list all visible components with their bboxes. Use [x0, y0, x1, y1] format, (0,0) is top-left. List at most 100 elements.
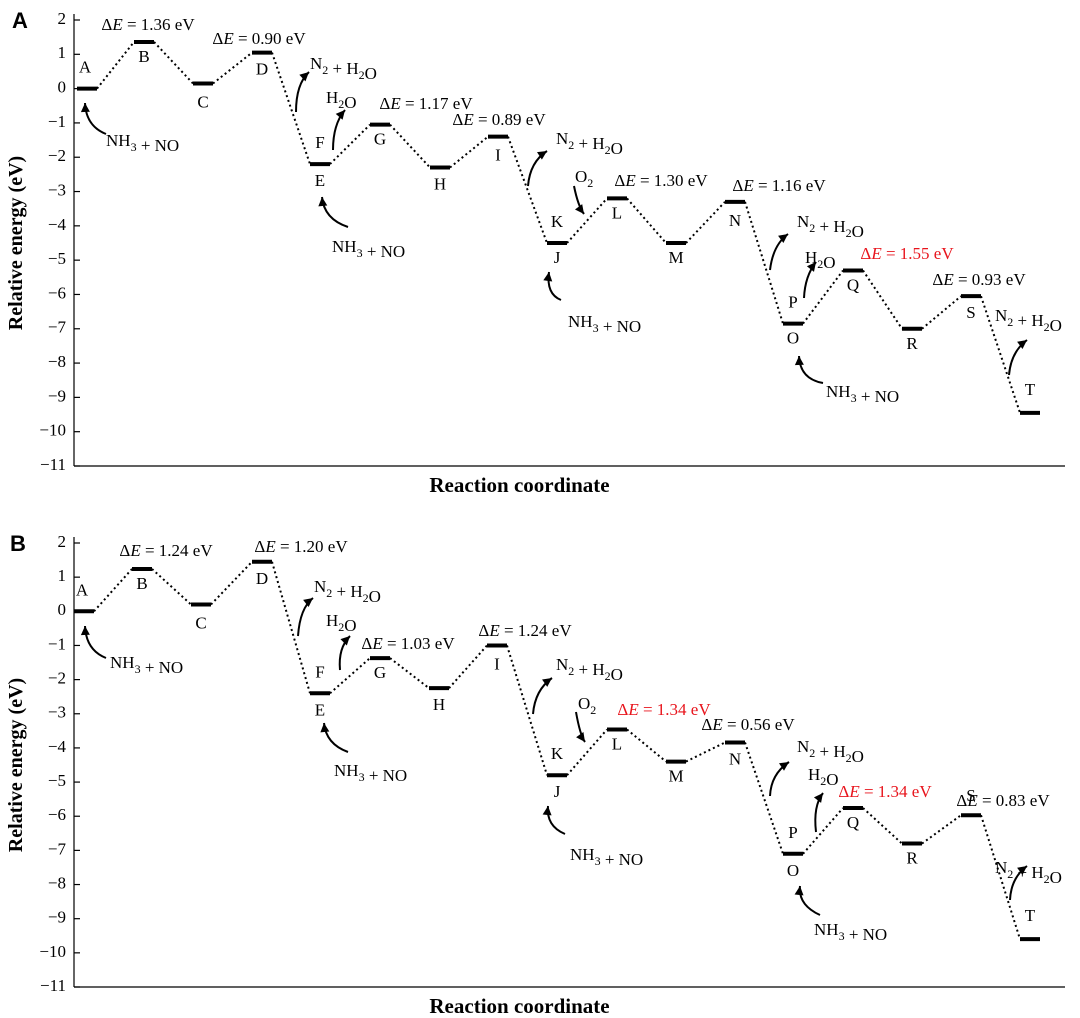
species-label: O2 [578, 694, 596, 717]
connector [626, 197, 667, 244]
arrowhead [794, 356, 804, 366]
state-label-T: T [1025, 906, 1036, 925]
delta-e-label: ΔE = 1.55 eV [860, 244, 954, 263]
connector [980, 295, 1021, 414]
species-label: H2O [326, 611, 357, 635]
delta-e-label: ΔE = 0.89 eV [452, 110, 546, 129]
connector [802, 807, 844, 855]
state-label-I: I [495, 146, 501, 165]
panel-B: B 2 1 0 −1 −2 −3 −4 −5 −6 −7 −8 −9 −10 −11 Relative ene… [5, 531, 1065, 1018]
connector [566, 197, 608, 244]
state-label-M: M [668, 767, 683, 786]
y-tick-label: −8 [48, 352, 66, 371]
arrowhead [80, 103, 90, 113]
species-label: N2 + H2O [797, 212, 864, 241]
species-label: N2 + H2O [310, 54, 377, 83]
arrowhead [536, 151, 547, 160]
delta-e-label: ΔE = 1.36 eV [101, 15, 195, 34]
y-tick-label: 0 [58, 600, 67, 619]
connector [507, 136, 548, 244]
panel-letter: B [10, 531, 26, 556]
curved-arrow [321, 196, 349, 228]
connector [151, 568, 192, 606]
arrowhead [320, 723, 330, 733]
state-label-E: E [315, 171, 325, 190]
arrowhead [778, 234, 788, 243]
arrowhead [303, 598, 313, 608]
species-label: NH3 + NO [826, 382, 899, 406]
arrowhead [813, 793, 823, 803]
y-tick-label: −5 [48, 771, 66, 790]
state-label-S: S [966, 786, 975, 805]
state-label-L: L [612, 203, 622, 222]
connector [566, 728, 608, 776]
y-tick-label: −6 [48, 805, 66, 824]
connector [685, 201, 726, 244]
y-tick-label: −8 [48, 873, 66, 892]
x-axis-title: Reaction coordinate [429, 994, 609, 1018]
connector [389, 123, 431, 169]
panel-A: A 2 1 0 −1 −2 −3 −4 −5 −6 −7 −8 −9 −10 −11 Relative ene… [5, 8, 1065, 497]
connector [96, 41, 135, 90]
delta-e-label: ΔE = 0.83 eV [956, 791, 1050, 810]
curved-arrow [84, 102, 107, 135]
state-label-G: G [374, 663, 386, 682]
y-axis-title: Relative energy (eV) [5, 156, 27, 330]
state-label-B: B [138, 47, 149, 66]
y-tick-label: −3 [48, 703, 66, 722]
state-label-D: D [256, 569, 268, 588]
state-label-A: A [76, 580, 89, 599]
connector [685, 741, 726, 763]
species-label: NH3 + NO [570, 845, 643, 869]
delta-e-label: ΔE = 1.03 eV [361, 634, 455, 653]
y-tick-label: −9 [48, 908, 66, 927]
species-label: N2 + H2O [556, 655, 623, 684]
species-label: N2 + H2O [556, 129, 623, 158]
curved-arrow [532, 677, 553, 715]
state-label-O: O [787, 861, 799, 880]
connector [389, 657, 430, 689]
species-label: NH3 + NO [332, 237, 405, 261]
delta-e-label: ΔE = 0.56 eV [701, 715, 795, 734]
connector [448, 644, 488, 689]
state-label-K: K [551, 744, 564, 763]
x-axis-title: Reaction coordinate [429, 473, 609, 497]
arrowhead [542, 678, 552, 687]
y-axis-title: Relative energy (eV) [5, 678, 27, 852]
connector [329, 123, 371, 165]
arrowhead [1017, 866, 1027, 875]
state-label-C: C [195, 613, 206, 632]
connector [802, 269, 844, 325]
y-tick-label: −4 [48, 737, 67, 756]
state-label-A: A [79, 58, 92, 77]
y-tick-label: −1 [48, 634, 66, 653]
curved-arrow [798, 885, 821, 916]
delta-e-label: ΔE = 0.93 eV [932, 270, 1026, 289]
species-label: O2 [575, 167, 593, 190]
state-label-B: B [136, 574, 147, 593]
arrowhead [543, 272, 553, 282]
state-label-G: G [374, 130, 386, 149]
delta-e-label: ΔE = 1.24 eV [119, 541, 213, 560]
y-tick-label: −2 [48, 669, 66, 688]
connector [212, 51, 253, 85]
curved-arrow [84, 625, 107, 659]
y-tick-label: 0 [58, 78, 67, 97]
delta-e-label: ΔE = 1.20 eV [254, 537, 348, 556]
connector [744, 201, 784, 324]
delta-e-label: ΔE = 1.17 eV [379, 94, 473, 113]
species-label: NH3 + NO [568, 312, 641, 336]
state-label-N: N [729, 749, 741, 768]
state-label-K: K [551, 212, 564, 231]
delta-e-label: ΔE = 1.16 eV [732, 176, 826, 195]
state-label-F: F [315, 662, 324, 681]
state-label-D: D [256, 60, 268, 79]
connector [271, 561, 311, 694]
arrowhead [80, 626, 90, 636]
connector [921, 814, 962, 845]
delta-e-label: ΔE = 1.34 eV [838, 782, 932, 801]
state-label-H: H [434, 175, 446, 194]
state-label-P: P [788, 293, 797, 312]
state-label-C: C [197, 92, 208, 111]
